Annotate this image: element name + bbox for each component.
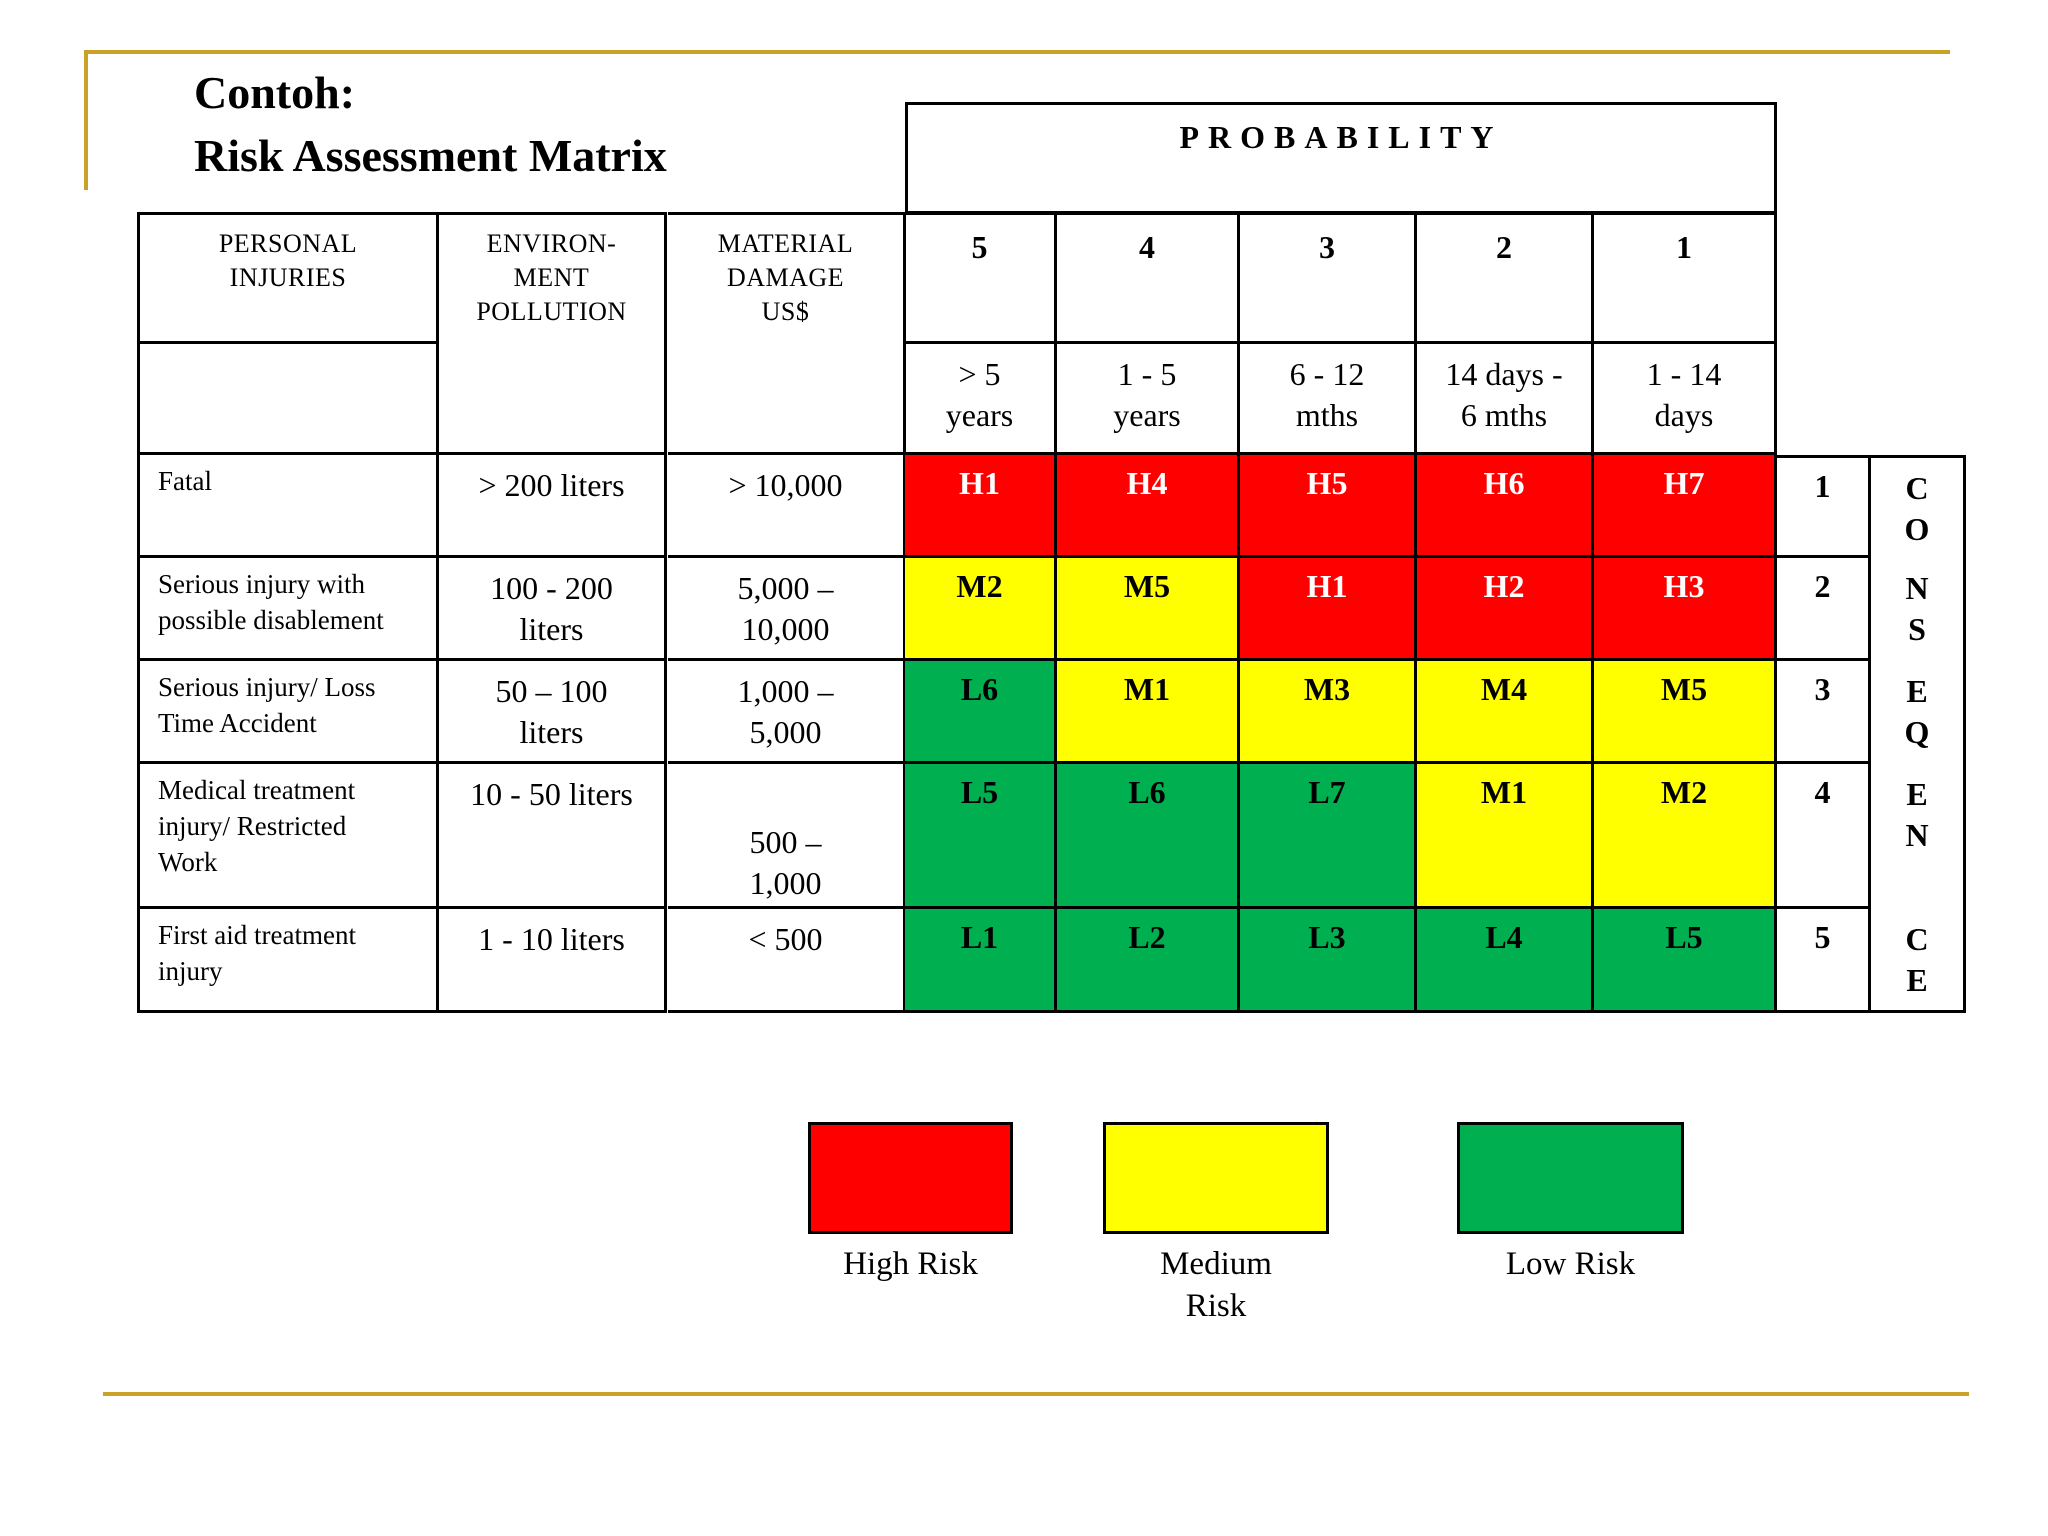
row-environment-pollution: 1 - 10 liters bbox=[439, 909, 667, 1013]
consequence-label-segment: C O bbox=[1871, 455, 1966, 558]
row-material-damage: > 10,000 bbox=[668, 455, 906, 558]
probability-level-1: 1 bbox=[1594, 212, 1777, 344]
risk-cell-h1: H1 bbox=[905, 455, 1057, 558]
row-material-damage: < 500 bbox=[668, 909, 906, 1013]
row-environment-pollution: 100 - 200 liters bbox=[439, 558, 667, 661]
risk-cell-l7: L7 bbox=[1240, 764, 1417, 909]
row-material-damage: 5,000 – 10,000 bbox=[668, 558, 906, 661]
probability-header: PROBABILITY bbox=[905, 102, 1777, 214]
risk-cell-h7: H7 bbox=[1594, 455, 1777, 558]
top-accent-rule bbox=[84, 50, 1950, 54]
consequence-label-segment: E N bbox=[1871, 764, 1966, 909]
risk-cell-h6: H6 bbox=[1417, 455, 1594, 558]
risk-cell-l3: L3 bbox=[1240, 909, 1417, 1013]
consequence-level-5: 5 bbox=[1777, 909, 1871, 1013]
row-label-personal-injury: Medical treatment injury/ Restricted Wor… bbox=[137, 764, 439, 909]
row-environment-pollution: 50 – 100 liters bbox=[439, 661, 667, 764]
legend-label: Low Risk bbox=[1505, 1246, 1636, 1282]
probability-range: 1 - 14 days bbox=[1594, 344, 1777, 455]
risk-cell-h3: H3 bbox=[1594, 558, 1777, 661]
risk-cell-h1: H1 bbox=[1240, 558, 1417, 661]
consequence-label-segment: E Q bbox=[1871, 661, 1966, 764]
risk-cell-m1: M1 bbox=[1057, 661, 1240, 764]
header-personal-injuries-blank bbox=[137, 344, 439, 455]
slide-title-line-1: Contoh: bbox=[194, 67, 356, 118]
bottom-accent-rule bbox=[103, 1392, 1969, 1396]
row-environment-pollution: 10 - 50 liters bbox=[439, 764, 667, 909]
row-environment-pollution: > 200 liters bbox=[439, 455, 667, 558]
risk-cell-h5: H5 bbox=[1240, 455, 1417, 558]
risk-cell-m3: M3 bbox=[1240, 661, 1417, 764]
consequence-level-4: 4 bbox=[1777, 764, 1871, 909]
row-material-damage: 1,000 – 5,000 bbox=[668, 661, 906, 764]
risk-cell-l6: L6 bbox=[1057, 764, 1240, 909]
risk-cell-h2: H2 bbox=[1417, 558, 1594, 661]
legend-label: High Risk bbox=[843, 1246, 978, 1282]
row-label-personal-injury: Fatal bbox=[137, 455, 439, 558]
risk-cell-m1: M1 bbox=[1417, 764, 1594, 909]
probability-range: > 5 years bbox=[905, 344, 1057, 455]
probability-range: 6 - 12 mths bbox=[1240, 344, 1417, 455]
risk-cell-m4: M4 bbox=[1417, 661, 1594, 764]
risk-cell-l4: L4 bbox=[1417, 909, 1594, 1013]
probability-range: 1 - 5 years bbox=[1057, 344, 1240, 455]
header-personal-injuries: PERSONAL INJURIES bbox=[137, 212, 439, 344]
left-accent-rule bbox=[84, 50, 88, 190]
risk-cell-l6: L6 bbox=[905, 661, 1057, 764]
row-material-damage: 500 – 1,000 bbox=[668, 764, 906, 909]
legend-swatch-high bbox=[808, 1122, 1013, 1234]
risk-cell-m2: M2 bbox=[1594, 764, 1777, 909]
header-material-damage: MATERIAL DAMAGE US$ bbox=[668, 212, 906, 455]
risk-cell-m5: M5 bbox=[1594, 661, 1777, 764]
risk-cell-l1: L1 bbox=[905, 909, 1057, 1013]
risk-cell-l5: L5 bbox=[1594, 909, 1777, 1013]
probability-level-4: 4 bbox=[1057, 212, 1240, 344]
slide-title-line-2: Risk Assessment Matrix bbox=[194, 130, 667, 181]
consequence-level-1: 1 bbox=[1777, 455, 1871, 558]
legend-label: Medium Risk bbox=[1160, 1246, 1272, 1324]
risk-cell-m2: M2 bbox=[905, 558, 1057, 661]
consequence-label-segment: C E bbox=[1871, 909, 1966, 1013]
risk-cell-m5: M5 bbox=[1057, 558, 1240, 661]
consequence-level-2: 2 bbox=[1777, 558, 1871, 661]
legend-swatch-medium bbox=[1103, 1122, 1329, 1234]
probability-level-5: 5 bbox=[905, 212, 1057, 344]
row-label-personal-injury: Serious injury/ Loss Time Accident bbox=[137, 661, 439, 764]
consequence-level-3: 3 bbox=[1777, 661, 1871, 764]
probability-range: 14 days - 6 mths bbox=[1417, 344, 1594, 455]
risk-cell-h4: H4 bbox=[1057, 455, 1240, 558]
risk-cell-l2: L2 bbox=[1057, 909, 1240, 1013]
consequence-label-segment: N S bbox=[1871, 558, 1966, 661]
probability-level-3: 3 bbox=[1240, 212, 1417, 344]
legend-swatch-low bbox=[1457, 1122, 1684, 1234]
risk-cell-l5: L5 bbox=[905, 764, 1057, 909]
row-label-personal-injury: Serious injury with possible disablement bbox=[137, 558, 439, 661]
probability-level-2: 2 bbox=[1417, 212, 1594, 344]
row-label-personal-injury: First aid treatment injury bbox=[137, 909, 439, 1013]
header-environment-pollution: ENVIRON- MENT POLLUTION bbox=[439, 212, 667, 455]
